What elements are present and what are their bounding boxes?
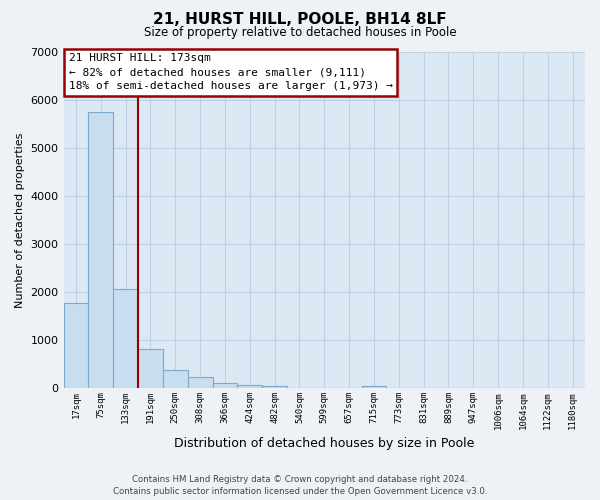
X-axis label: Distribution of detached houses by size in Poole: Distribution of detached houses by size …: [174, 437, 475, 450]
Y-axis label: Number of detached properties: Number of detached properties: [15, 132, 25, 308]
Bar: [262, 386, 287, 388]
Text: Size of property relative to detached houses in Poole: Size of property relative to detached ho…: [143, 26, 457, 39]
Bar: [88, 112, 113, 388]
Bar: [188, 377, 212, 388]
Text: 21 HURST HILL: 173sqm
← 82% of detached houses are smaller (9,111)
18% of semi-d: 21 HURST HILL: 173sqm ← 82% of detached …: [69, 53, 393, 91]
Bar: [64, 302, 88, 388]
Text: Contains HM Land Registry data © Crown copyright and database right 2024.
Contai: Contains HM Land Registry data © Crown c…: [113, 474, 487, 496]
Text: 21, HURST HILL, POOLE, BH14 8LF: 21, HURST HILL, POOLE, BH14 8LF: [153, 12, 447, 28]
Bar: [238, 386, 262, 388]
Bar: [362, 386, 386, 388]
Bar: [212, 383, 238, 388]
Bar: [163, 370, 188, 388]
Bar: [138, 349, 163, 389]
Bar: [113, 289, 138, 388]
